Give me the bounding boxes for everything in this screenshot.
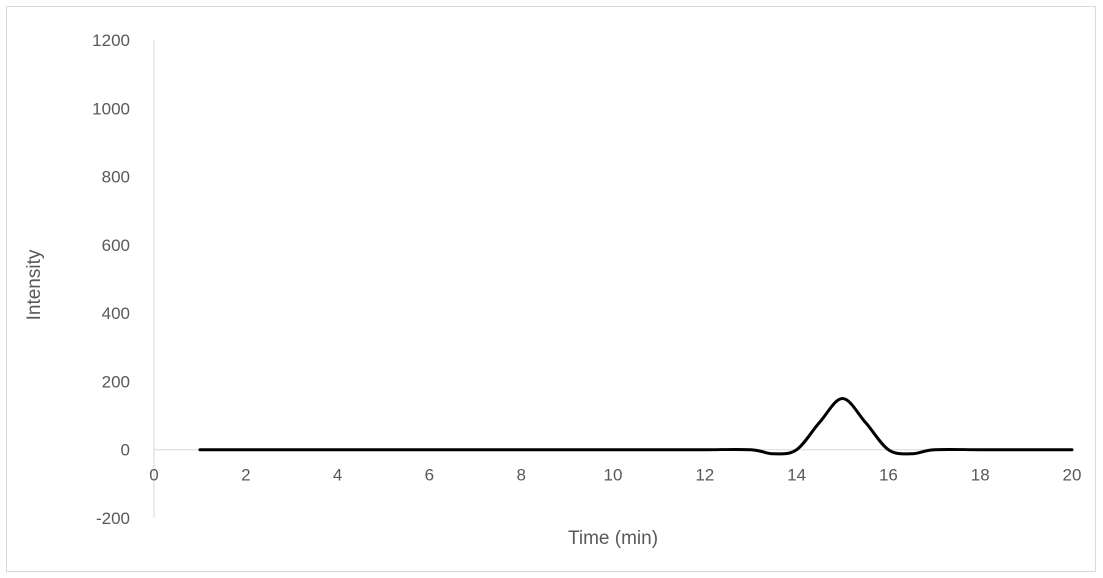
x-tick-label: 18: [971, 466, 990, 485]
x-tick-label: 2: [241, 466, 250, 485]
x-axis-title: Time (min): [568, 528, 658, 549]
x-tick-label: 4: [333, 466, 342, 485]
y-tick-label: 600: [102, 236, 130, 255]
axes: [153, 40, 1072, 518]
x-tick-label: 10: [604, 466, 623, 485]
y-tick-label: 200: [102, 372, 130, 391]
x-tick-label: 16: [879, 466, 898, 485]
y-tick-labels: -200 0 200 400 600 800 1000 1200: [92, 31, 130, 528]
x-tick-label: 6: [425, 466, 434, 485]
y-axis-title: Intensity: [24, 249, 45, 320]
y-tick-label: -200: [96, 509, 130, 528]
x-tick-label: 20: [1063, 466, 1082, 485]
y-tick-label: 1000: [92, 99, 130, 118]
chart-frame: [6, 6, 1096, 572]
y-tick-label: 0: [121, 441, 130, 460]
x-tick-labels: 0 2 4 6 8 10 12 14 16 18 20: [149, 466, 1081, 485]
series-line: [198, 397, 1074, 456]
series-layer: [198, 397, 1074, 456]
x-tick-label: 12: [695, 466, 714, 485]
x-tick-label: 8: [516, 466, 525, 485]
y-tick-label: 800: [102, 168, 130, 187]
x-tick-label: 0: [149, 466, 158, 485]
y-tick-label: 400: [102, 304, 130, 323]
y-tick-label: 1200: [92, 31, 130, 50]
x-tick-label: 14: [787, 466, 806, 485]
